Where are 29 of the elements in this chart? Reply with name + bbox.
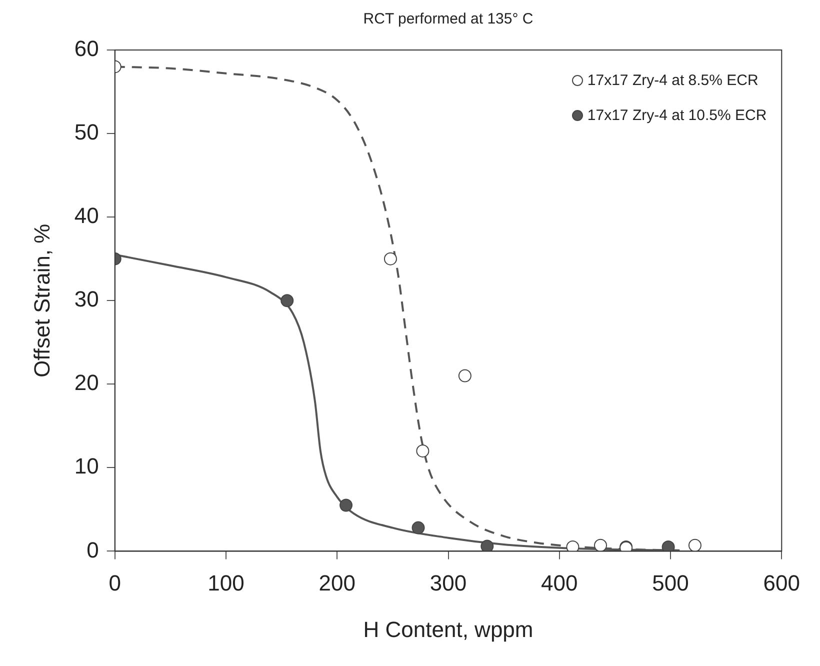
x-tick-label: 100	[208, 570, 244, 596]
y-tick-label: 50	[74, 120, 99, 145]
point	[662, 540, 675, 552]
point	[416, 444, 430, 458]
y-tick-label: 60	[74, 36, 99, 62]
point	[412, 521, 425, 534]
y-tick-label: 30	[74, 286, 99, 312]
legend-label: 17x17 Zry-4 at 8.5% ECR	[587, 72, 758, 89]
x-tick-label: 600	[763, 570, 800, 596]
x-tick-label: 300	[430, 570, 467, 596]
y-tick-label: 40	[74, 203, 99, 228]
point	[594, 538, 608, 552]
chart-title: RCT performed at 135° C	[363, 10, 534, 28]
x-axis-title: H Content, wppm	[363, 616, 534, 642]
point	[280, 294, 294, 308]
point	[340, 498, 353, 512]
legend-label: 17x17 Zry-4 at 10.5% ECR	[587, 107, 767, 124]
x-tick-label: 400	[541, 570, 578, 596]
point	[566, 540, 580, 552]
x-tick-label: 500	[652, 570, 689, 596]
y-tick-label: 10	[74, 454, 99, 479]
x-tick-label: 0	[108, 570, 121, 596]
y-tick-label: 20	[74, 370, 99, 396]
point	[480, 540, 494, 552]
x-tick-label: 200	[318, 570, 356, 596]
point	[458, 369, 472, 382]
y-tick-label: 0	[86, 537, 99, 562]
y-axis-title: Offset Strain, %	[29, 224, 54, 378]
point	[384, 252, 397, 266]
